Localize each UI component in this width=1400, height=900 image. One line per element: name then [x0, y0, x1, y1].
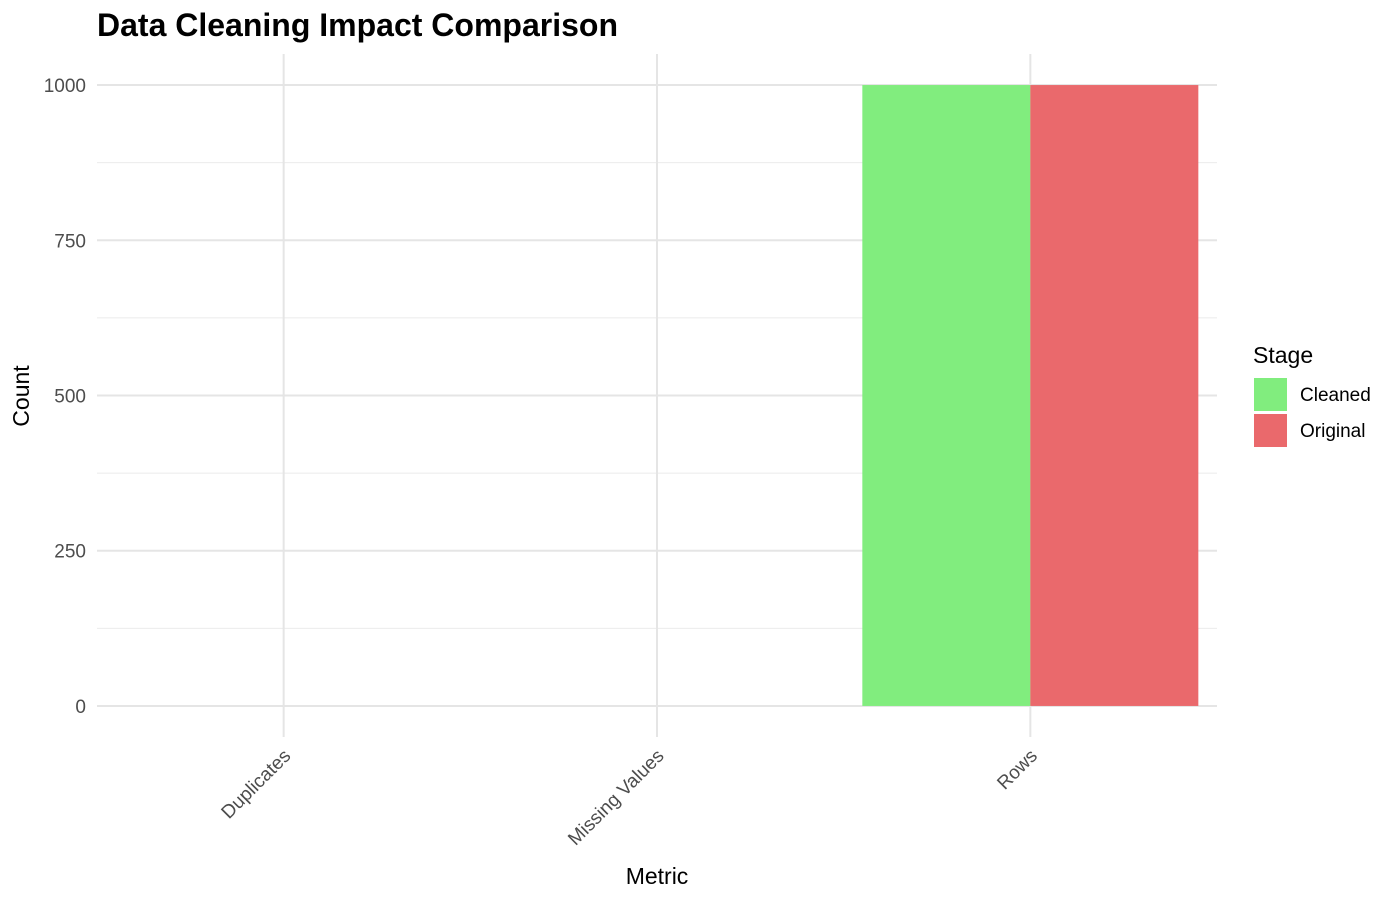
bar	[1030, 85, 1199, 706]
legend-title: Stage	[1253, 342, 1313, 368]
chart-title: Data Cleaning Impact Comparison	[97, 7, 618, 43]
x-tick-labels: Duplicates Missing Values Rows	[218, 746, 1042, 850]
x-tick-label: Rows	[993, 746, 1041, 794]
y-tick-label: 0	[75, 697, 86, 718]
legend-label: Original	[1300, 421, 1365, 442]
x-tick-label: Missing Values	[564, 746, 668, 850]
y-tick-label: 500	[54, 387, 86, 408]
legend-label: Cleaned	[1300, 385, 1371, 406]
y-tick-label: 250	[54, 542, 86, 563]
legend: Stage Cleaned Original	[1253, 342, 1371, 447]
x-tick-label: Duplicates	[218, 746, 296, 824]
bar	[862, 85, 1031, 706]
y-tick-label: 750	[54, 231, 86, 252]
legend-swatch	[1254, 414, 1287, 447]
y-tick-labels: 0 250 500 750 1000	[44, 76, 86, 718]
x-axis-title: Metric	[626, 863, 689, 889]
y-tick-label: 1000	[44, 76, 86, 97]
legend-swatch	[1254, 378, 1287, 411]
bars	[862, 85, 1199, 706]
y-axis-title: Count	[8, 365, 34, 427]
